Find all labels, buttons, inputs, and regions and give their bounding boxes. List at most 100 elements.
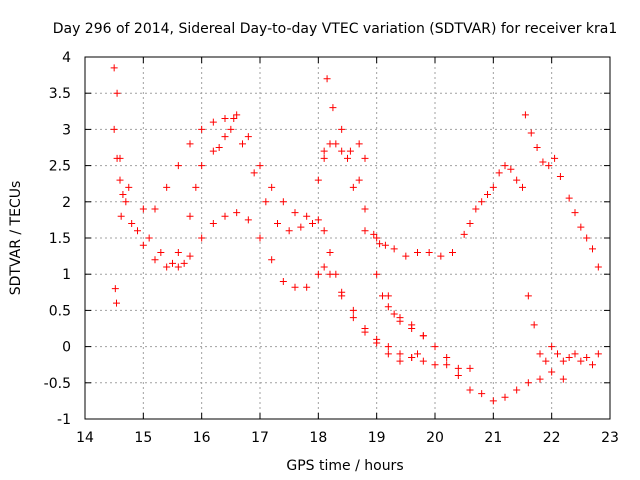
data-point	[589, 245, 596, 253]
data-point	[285, 227, 293, 235]
data-point	[309, 220, 316, 228]
x-axis-label: GPS time / hours	[286, 458, 403, 474]
data-point	[527, 129, 535, 137]
data-point	[484, 191, 491, 199]
data-point	[209, 118, 217, 126]
data-point	[521, 111, 529, 119]
data-point	[571, 350, 579, 358]
data-point	[361, 227, 369, 235]
data-point	[495, 169, 503, 177]
data-point	[174, 162, 182, 170]
data-point	[425, 248, 433, 256]
data-point	[539, 158, 547, 166]
data-point	[384, 303, 392, 311]
data-point	[408, 321, 416, 329]
data-point	[489, 397, 497, 405]
data-point	[145, 234, 153, 242]
x-tick-label: 16	[193, 430, 211, 446]
data-point	[338, 147, 346, 155]
data-point	[239, 140, 246, 148]
data-point	[559, 375, 567, 383]
data-point	[548, 368, 556, 376]
data-point	[349, 306, 357, 314]
data-point	[110, 64, 118, 72]
x-tick-label: 19	[368, 430, 386, 446]
data-point	[437, 252, 445, 260]
data-point	[314, 270, 322, 278]
data-point	[297, 223, 305, 231]
data-point	[303, 283, 311, 291]
y-tick-label: 1	[62, 267, 71, 283]
data-point	[320, 147, 328, 155]
data-points	[110, 64, 602, 405]
data-point	[501, 393, 509, 401]
x-tick-label: 22	[543, 430, 561, 446]
data-point	[128, 220, 136, 228]
data-point	[501, 162, 509, 170]
y-tick-label: 4	[62, 50, 71, 66]
data-point	[134, 227, 141, 235]
x-tick-label: 15	[134, 430, 152, 446]
data-point	[291, 283, 299, 291]
series-track-e	[320, 140, 567, 405]
data-point	[513, 176, 521, 184]
data-point	[198, 125, 206, 133]
data-point	[559, 357, 567, 365]
data-point	[113, 154, 121, 162]
data-point	[111, 285, 119, 293]
data-point	[256, 162, 264, 170]
data-point	[524, 379, 532, 387]
data-point	[314, 216, 322, 224]
data-point	[384, 350, 392, 358]
data-point	[256, 234, 264, 242]
data-point	[186, 140, 194, 148]
data-point	[268, 256, 276, 264]
data-point	[227, 125, 235, 133]
data-point	[556, 172, 564, 180]
y-tick-label: 2.5	[49, 159, 71, 175]
data-point	[192, 183, 200, 191]
data-point	[373, 270, 381, 278]
data-point	[244, 216, 252, 224]
x-tick-label: 18	[309, 430, 327, 446]
data-point	[198, 162, 206, 170]
data-point	[577, 357, 585, 365]
data-point	[536, 375, 544, 383]
data-point	[419, 332, 427, 340]
data-point	[373, 335, 381, 343]
data-point	[489, 183, 497, 191]
data-point	[519, 183, 526, 191]
data-point	[163, 183, 171, 191]
data-point	[230, 115, 238, 123]
chart-title: Day 296 of 2014, Sidereal Day-to-day VTE…	[53, 21, 618, 37]
data-point	[460, 230, 468, 238]
data-point	[209, 220, 217, 228]
data-point	[466, 364, 474, 372]
x-tick-label: 23	[601, 430, 619, 446]
data-point	[186, 212, 194, 220]
data-point	[355, 176, 363, 184]
data-point	[279, 198, 287, 206]
data-point	[279, 277, 287, 285]
data-point	[329, 104, 337, 112]
data-point	[361, 205, 369, 213]
series-track-g	[524, 292, 602, 369]
data-point	[478, 390, 486, 398]
data-point	[565, 194, 573, 202]
x-tick-label: 21	[484, 430, 502, 446]
data-point	[571, 209, 579, 217]
y-tick-label: 0	[62, 340, 71, 356]
data-point	[370, 230, 378, 238]
data-point	[186, 252, 194, 260]
data-point	[338, 288, 346, 296]
x-tick-label: 14	[76, 430, 94, 446]
data-point	[402, 252, 410, 260]
data-point	[466, 386, 474, 394]
data-point	[233, 209, 241, 217]
y-tick-label: -0.5	[44, 376, 71, 392]
data-point	[274, 220, 281, 228]
data-point	[113, 299, 120, 307]
data-point	[221, 115, 229, 123]
